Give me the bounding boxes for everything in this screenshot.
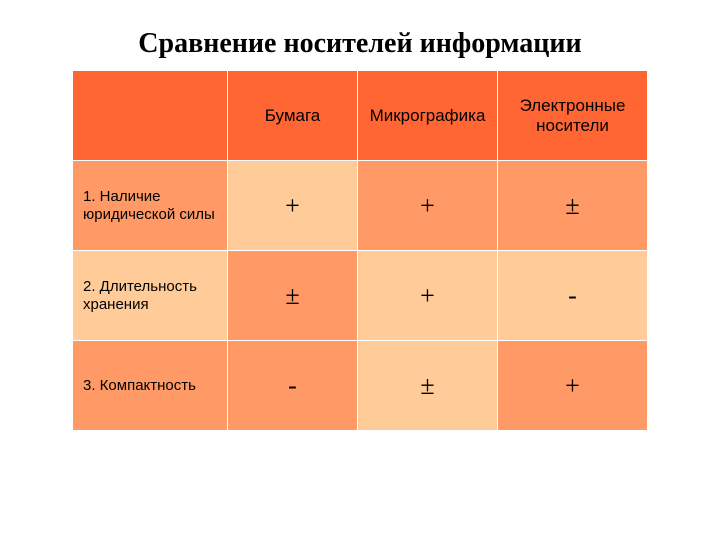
header-blank bbox=[73, 71, 228, 161]
cell: ± bbox=[498, 161, 648, 251]
header-row: Бумага Микрографика Электронные носители bbox=[73, 71, 648, 161]
cell: ± bbox=[358, 341, 498, 431]
cell: ± bbox=[228, 251, 358, 341]
table-row: 1. Наличие юридической силы + + ± bbox=[73, 161, 648, 251]
row-label: 3. Компактность bbox=[73, 341, 228, 431]
slide: Сравнение носителей информации Бумага Ми… bbox=[0, 0, 720, 540]
slide-title: Сравнение носителей информации bbox=[0, 28, 720, 60]
cell: - bbox=[498, 251, 648, 341]
row-label: 1. Наличие юридической силы bbox=[73, 161, 228, 251]
cell: - bbox=[228, 341, 358, 431]
table-row: 2. Длительность хранения ± + - bbox=[73, 251, 648, 341]
table-row: 3. Компактность - ± + bbox=[73, 341, 648, 431]
cell: + bbox=[358, 161, 498, 251]
header-micrographics: Микрографика bbox=[358, 71, 498, 161]
cell: + bbox=[498, 341, 648, 431]
row-label: 2. Длительность хранения bbox=[73, 251, 228, 341]
cell: + bbox=[228, 161, 358, 251]
header-electronic: Электронные носители bbox=[498, 71, 648, 161]
header-paper: Бумага bbox=[228, 71, 358, 161]
cell: + bbox=[358, 251, 498, 341]
comparison-table: Бумага Микрографика Электронные носители… bbox=[72, 70, 648, 431]
